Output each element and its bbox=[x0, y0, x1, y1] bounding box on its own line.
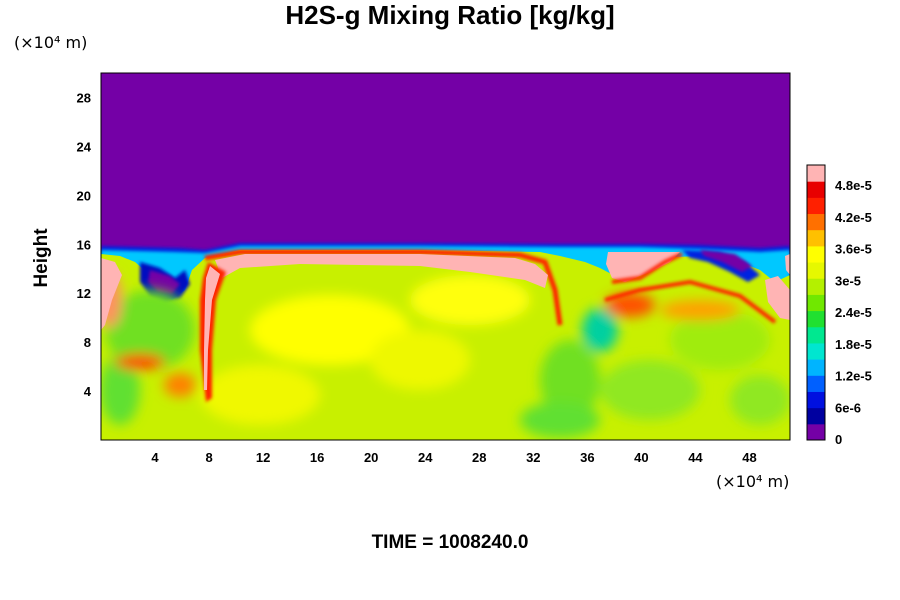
y-tick-label: 20 bbox=[77, 188, 91, 203]
right-pink-rim bbox=[604, 252, 777, 324]
colorbar-label: 0 bbox=[835, 432, 842, 447]
y-tick-label: 16 bbox=[77, 237, 91, 252]
x-tick-label: 28 bbox=[472, 450, 486, 465]
y-tick-label: 12 bbox=[77, 286, 91, 301]
colorbar-label: 4.2e-5 bbox=[835, 210, 872, 225]
x-tick-label: 40 bbox=[634, 450, 648, 465]
right-intrusion-core bbox=[700, 250, 752, 272]
colorbar-segment bbox=[807, 278, 825, 295]
plume-texture bbox=[101, 272, 790, 438]
colorbar-label: 3.6e-5 bbox=[835, 242, 872, 257]
x-axis-unit: (×10⁴ m) bbox=[716, 472, 790, 491]
top-red-rim bbox=[204, 249, 563, 326]
colorbar-segment bbox=[807, 326, 825, 344]
colorbar-label: 1.2e-5 bbox=[835, 369, 872, 384]
colorbar-segment bbox=[807, 165, 825, 182]
left-column-core bbox=[204, 266, 220, 390]
colorbar-label: 6e-6 bbox=[835, 400, 861, 415]
right-edge-top bbox=[785, 254, 790, 275]
left-pocket-core bbox=[148, 270, 180, 294]
y-axis-unit: (×10⁴ m) bbox=[14, 33, 88, 52]
x-tick-label: 32 bbox=[526, 450, 540, 465]
colorbar-segment bbox=[807, 197, 825, 215]
right-pink-blob bbox=[606, 252, 680, 282]
chart-title: H2S-g Mixing Ratio [kg/kg] bbox=[285, 0, 615, 30]
left-edge-pink bbox=[101, 258, 122, 330]
colorbar-label: 4.8e-5 bbox=[835, 178, 872, 193]
colorbar-label: 3e-5 bbox=[835, 273, 861, 288]
y-axis-ticks: 4 8 12 16 20 24 28 bbox=[77, 90, 92, 399]
heatmap-field bbox=[101, 73, 790, 440]
colorbar-segment bbox=[807, 407, 825, 425]
colorbar-segment bbox=[807, 310, 825, 328]
x-tick-label: 20 bbox=[364, 450, 378, 465]
x-axis-ticks: 4 8 12 16 20 24 28 32 36 40 44 48 bbox=[151, 450, 756, 465]
colorbar-segment bbox=[807, 359, 825, 376]
colorbar-segment bbox=[807, 294, 825, 312]
colorbar-segment bbox=[807, 229, 825, 247]
colorbar-segment bbox=[807, 423, 825, 441]
y-tick-label: 24 bbox=[77, 139, 92, 154]
colorbar-segment bbox=[807, 262, 825, 279]
colorbar-segment bbox=[807, 375, 825, 392]
y-tick-label: 28 bbox=[77, 90, 91, 105]
colorbar-label: 1.8e-5 bbox=[835, 337, 872, 352]
top-pink-cap bbox=[215, 254, 548, 288]
colorbar-segment bbox=[807, 245, 825, 263]
x-tick-label: 8 bbox=[205, 450, 212, 465]
y-tick-label: 4 bbox=[84, 384, 92, 399]
x-tick-label: 36 bbox=[580, 450, 594, 465]
x-tick-label: 12 bbox=[256, 450, 270, 465]
plot-frame bbox=[100, 72, 791, 441]
colorbar-label: 2.4e-5 bbox=[835, 305, 872, 320]
colorbar-segment bbox=[807, 391, 825, 409]
colorbar-segment bbox=[807, 342, 825, 360]
time-annotation: TIME = 1008240.0 bbox=[371, 532, 529, 553]
x-tick-label: 16 bbox=[310, 450, 324, 465]
x-tick-label: 4 bbox=[151, 450, 159, 465]
colorbar-frame bbox=[806, 164, 826, 441]
right-intrusion bbox=[682, 250, 760, 282]
x-tick-label: 44 bbox=[688, 450, 703, 465]
y-tick-label: 8 bbox=[84, 335, 91, 350]
colorbar-segment bbox=[807, 213, 825, 231]
colorbar-segment bbox=[807, 181, 825, 198]
x-tick-label: 48 bbox=[742, 450, 756, 465]
colorbar: 0 6e-6 1.2e-5 1.8e-5 2.4e-5 3e-5 3.6e-5 4.2e-5 4… bbox=[806, 164, 872, 447]
right-edge-pink bbox=[765, 276, 790, 320]
x-tick-label: 24 bbox=[418, 450, 433, 465]
